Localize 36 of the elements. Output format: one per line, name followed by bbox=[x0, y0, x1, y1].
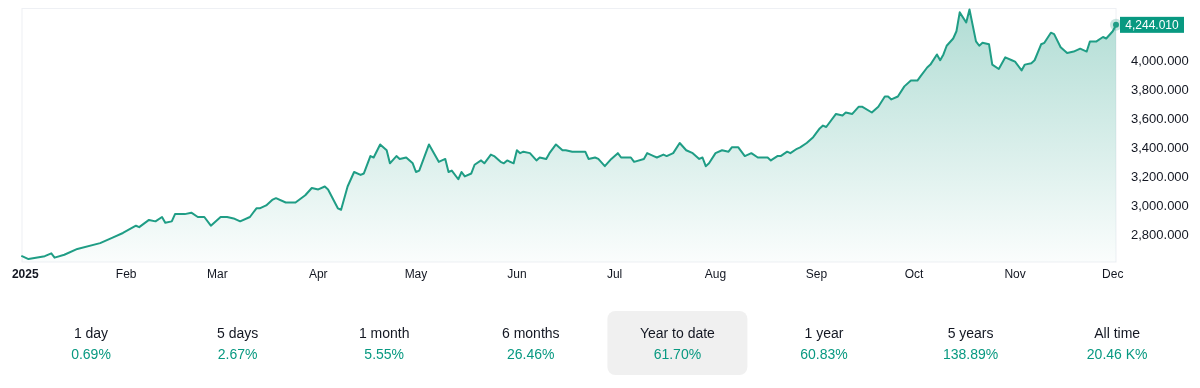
y-tick-label: 3,000.000 bbox=[1131, 197, 1189, 213]
x-tick-label: 2025 bbox=[11, 267, 39, 281]
x-tick-label: Jun bbox=[507, 267, 527, 281]
text: 5.55% bbox=[364, 346, 405, 362]
x-tick-label: Apr bbox=[308, 267, 328, 281]
y-tick-label: 4,000.000 bbox=[1131, 52, 1189, 68]
x-tick-label: Jul bbox=[606, 267, 623, 281]
text: 0.69% bbox=[71, 346, 111, 362]
text: 2.67% bbox=[217, 346, 258, 362]
text: 5 days bbox=[216, 325, 259, 341]
text: All time bbox=[1094, 325, 1141, 341]
y-tick-label: 3,600.000 bbox=[1131, 110, 1189, 126]
y-tick-label: 2,800.000 bbox=[1131, 226, 1189, 242]
x-tick-label: Dec bbox=[1102, 267, 1124, 281]
x-tick-label: Mar bbox=[207, 267, 228, 281]
x-tick-label: May bbox=[404, 267, 428, 281]
y-tick-label: 3,400.000 bbox=[1131, 139, 1189, 155]
text: 60.83% bbox=[800, 346, 848, 362]
annotation: 4,244.010 bbox=[1125, 18, 1180, 33]
text: 138.89% bbox=[942, 346, 999, 362]
x-tick-label: Feb bbox=[115, 267, 137, 281]
text: 5 years bbox=[947, 325, 994, 341]
text: 1 month bbox=[358, 325, 410, 341]
x-tick-label: Oct bbox=[904, 267, 925, 281]
text: 1 day bbox=[73, 325, 109, 341]
text: 1 year bbox=[804, 325, 844, 341]
text: 26.46% bbox=[507, 346, 555, 362]
text: 61.70% bbox=[653, 346, 702, 362]
text: 6 months bbox=[502, 325, 560, 341]
text: 20.46 K% bbox=[1086, 346, 1148, 362]
y-tick-label: 3,800.000 bbox=[1131, 81, 1189, 97]
x-tick-label: Sep bbox=[805, 267, 828, 281]
x-tick-label: Nov bbox=[1004, 267, 1026, 281]
y-tick-label: 3,200.000 bbox=[1131, 168, 1189, 184]
text: Year to date bbox=[639, 325, 716, 341]
x-tick-label: Aug bbox=[704, 267, 727, 281]
